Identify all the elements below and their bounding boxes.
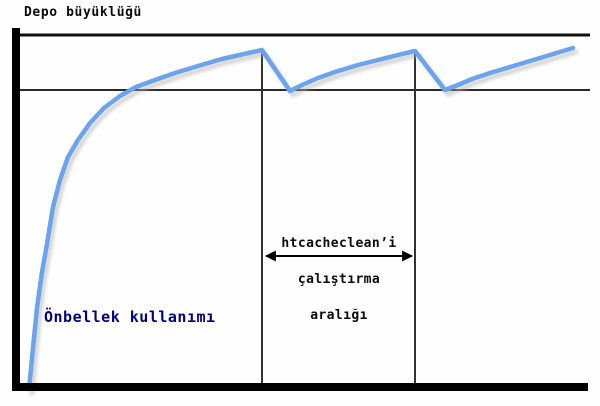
cache-usage-label: Önbellek kullanımı bbox=[44, 308, 216, 326]
interval-label-line-2: çalıştırma bbox=[297, 272, 381, 287]
cache-usage-curve bbox=[26, 45, 576, 392]
cache-usage-curve-shadow bbox=[29, 49, 579, 396]
interval-label: htcacheclean’i çalıştırma aralığı bbox=[262, 214, 416, 346]
x-axis bbox=[12, 383, 588, 391]
interval-label-line-3: aralığı bbox=[310, 308, 368, 323]
storage-size-title: Depo büyüklüğü bbox=[24, 5, 142, 20]
y-axis bbox=[12, 28, 20, 391]
interval-label-line-1: htcacheclean’i bbox=[281, 236, 397, 251]
